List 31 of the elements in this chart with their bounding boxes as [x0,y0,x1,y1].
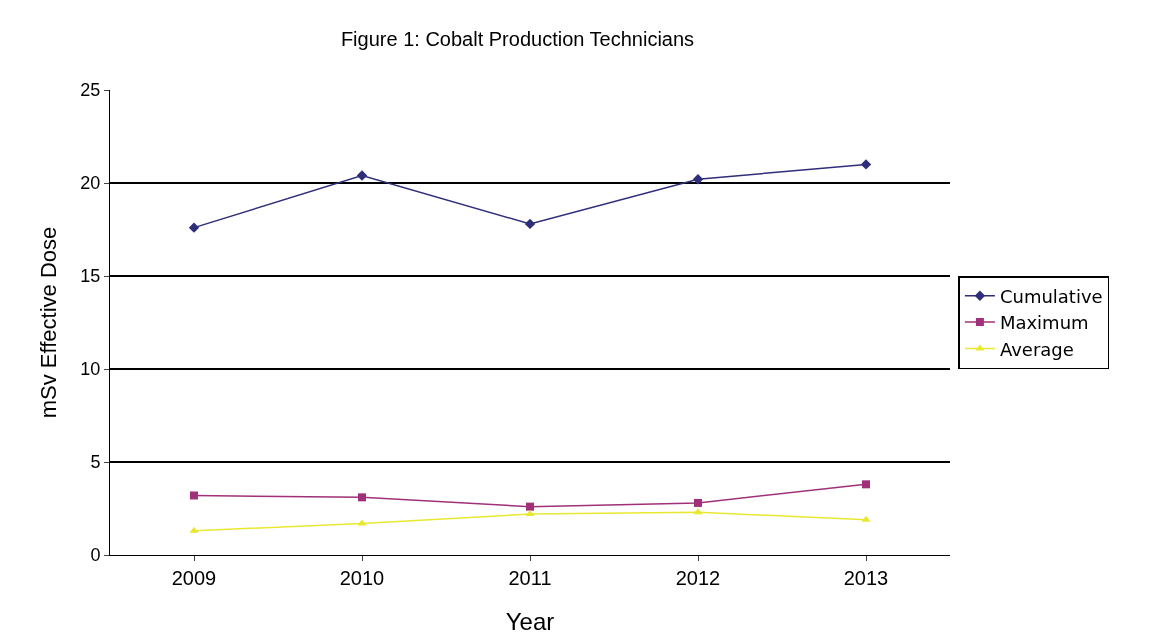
x-tick-label: 2009 [171,567,217,589]
point [524,218,536,230]
y-axis-title: mSv Effective Dose [36,226,61,419]
point [525,510,535,517]
point [860,159,872,170]
y-tick-label: 15 [80,266,101,287]
point [692,174,704,185]
point [188,222,200,233]
y-tick-label: 10 [80,359,101,380]
point [862,480,870,489]
x-tick-label: 2013 [843,567,889,589]
x-tick-label: 2012 [675,567,721,589]
chart-title: Figure 1: Cobalt Production Technicians [340,27,695,50]
y-tick-label: 5 [90,452,101,473]
legend-label: Maximum [999,312,1089,334]
x-axis-title: Year [505,608,555,635]
point [358,493,366,502]
point [693,508,703,515]
x-tick-label: 2010 [339,567,385,589]
x-tick-label: 2011 [508,567,552,589]
point [694,498,702,507]
point [189,526,199,533]
point [526,502,534,511]
point [861,515,871,522]
y-tick-label: 20 [80,173,101,194]
y-tick-label: 0 [90,545,101,566]
legend-label: Cumulative [999,285,1103,307]
y-tick-label: 25 [80,80,101,101]
legend-label: Average [999,338,1074,360]
point [190,491,198,500]
point [356,170,368,181]
